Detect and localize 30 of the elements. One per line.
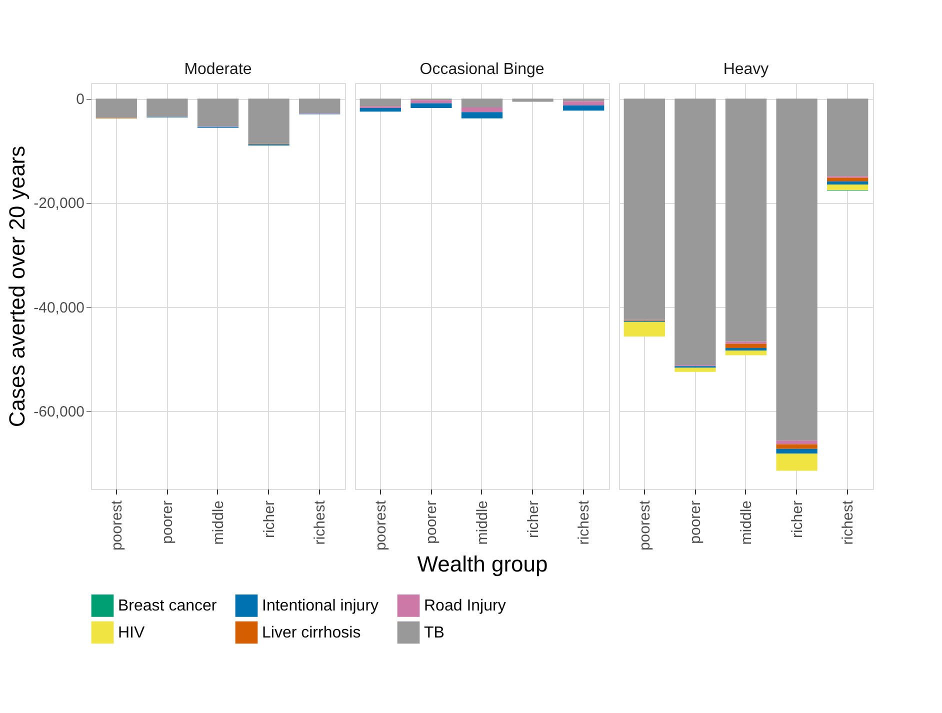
y-axis-title: Cases averted over 20 years xyxy=(4,146,30,428)
legend-label: TB xyxy=(424,624,444,642)
y-tick-label: -40,000 xyxy=(34,299,84,316)
legend-label: HIV xyxy=(118,624,145,642)
legend-label: Intentional injury xyxy=(262,598,379,615)
x-tick-label: richer xyxy=(260,500,278,538)
legend-label: Road Injury xyxy=(424,598,506,615)
legend-label: Liver cirrhosis xyxy=(262,624,361,642)
x-tick-label: poorer xyxy=(159,500,176,544)
y-tick-label: -60,000 xyxy=(34,403,84,420)
x-tick-label: poorer xyxy=(687,500,704,544)
x-axis-title: Wealth group xyxy=(417,552,548,577)
x-tick-label: richest xyxy=(576,500,593,545)
x-tick-label: poorest xyxy=(636,500,654,551)
x-tick-label: poorest xyxy=(108,500,126,551)
x-tick-label: middle xyxy=(210,500,227,545)
legend-label: Breast cancer xyxy=(118,598,218,615)
x-tick-label: richer xyxy=(788,500,806,538)
chart-title: Heavy xyxy=(723,61,769,78)
x-tick-label: richest xyxy=(840,500,857,545)
x-tick-label: richest xyxy=(312,500,329,545)
x-tick-label: middle xyxy=(738,500,755,545)
y-tick-label: 0 xyxy=(76,91,84,108)
x-tick-label: poorest xyxy=(372,500,390,551)
chart-title: Occasional Binge xyxy=(420,61,544,78)
y-tick-label: -20,000 xyxy=(34,195,84,212)
x-tick-label: middle xyxy=(474,500,491,545)
x-tick-label: poorer xyxy=(423,500,440,544)
chart-title: Moderate xyxy=(184,61,252,78)
x-tick-label: richer xyxy=(524,500,542,538)
